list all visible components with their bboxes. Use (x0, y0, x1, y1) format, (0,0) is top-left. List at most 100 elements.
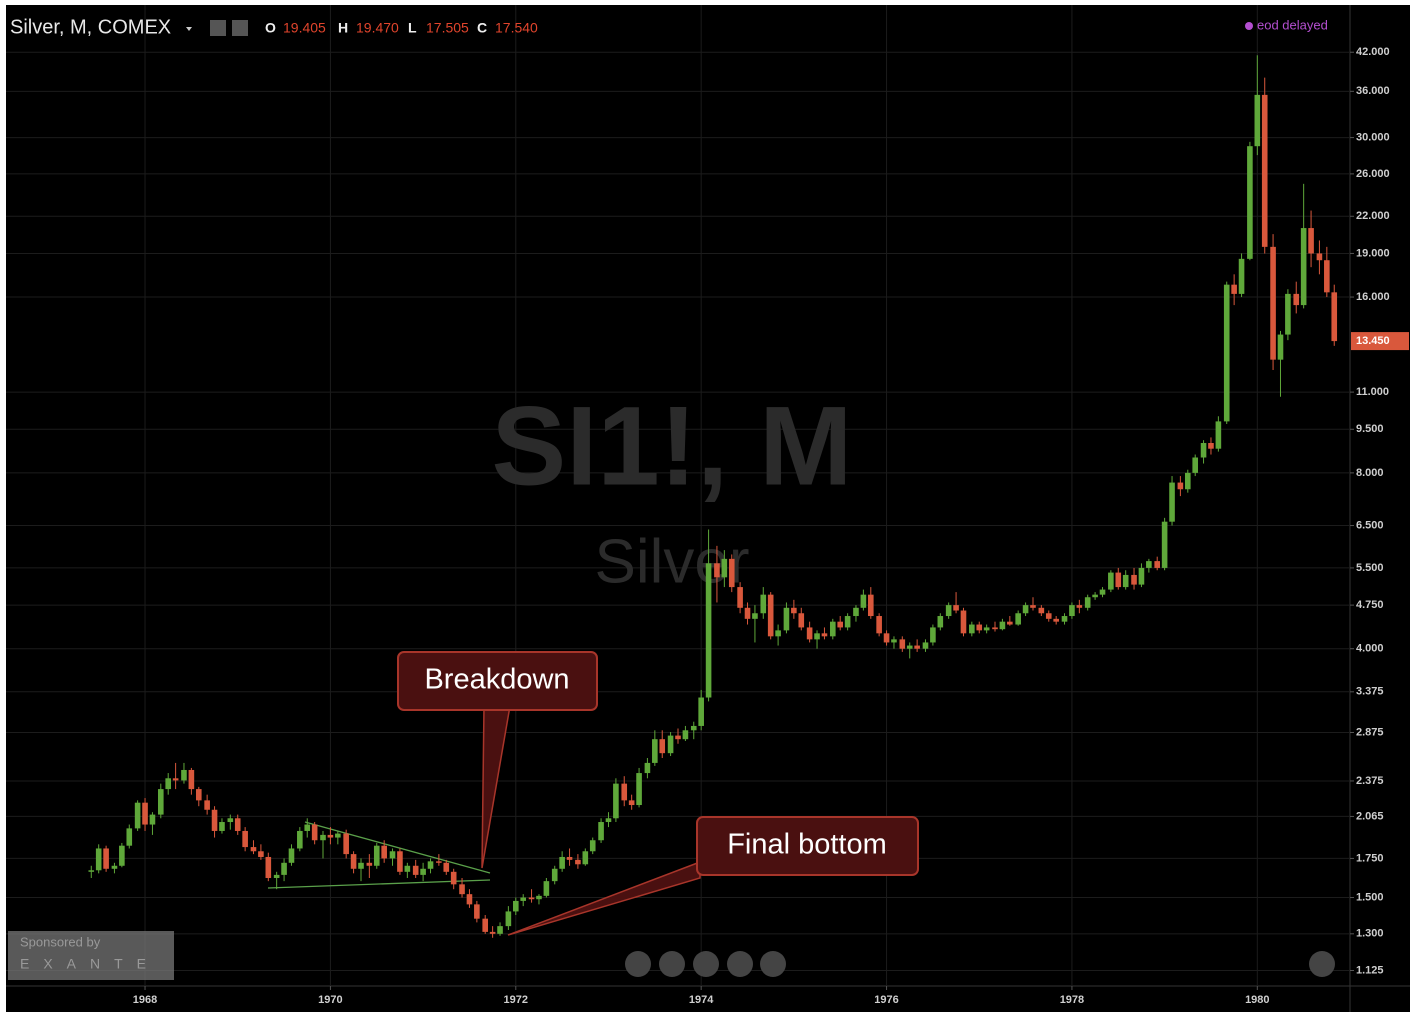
candle-body (505, 911, 512, 927)
x-tick-label: 1970 (318, 994, 342, 1006)
trendline (304, 821, 491, 874)
ohlc-key: L (408, 20, 417, 36)
candle-body (474, 904, 480, 919)
candle-body (960, 610, 967, 634)
nav-button[interactable] (659, 951, 685, 977)
candle-body (1324, 260, 1330, 293)
nav-button[interactable] (1309, 951, 1335, 977)
candle-body (1254, 94, 1261, 147)
candle-body (992, 627, 998, 630)
x-tick-label: 1976 (874, 994, 898, 1006)
candle-body (659, 739, 666, 754)
candle-body (482, 918, 489, 932)
sponsor-text: Sponsored by (20, 934, 101, 949)
candle-body (343, 833, 349, 855)
last-price-box (1351, 332, 1409, 351)
candle-body (165, 778, 172, 790)
candle-body (644, 762, 651, 774)
candle-body (652, 739, 658, 763)
candle-body (737, 587, 743, 608)
candle-body (304, 824, 311, 831)
candle-body (876, 616, 882, 634)
nav-button[interactable] (625, 951, 651, 977)
candle-body (1316, 253, 1323, 261)
candle-body (1045, 613, 1052, 619)
candle-body (297, 830, 303, 849)
candle-body (459, 884, 465, 895)
y-tick-label: 26.000 (1356, 168, 1390, 180)
grid (6, 5, 1350, 986)
dropdown-arrow[interactable] (186, 27, 192, 31)
candle-body (1015, 613, 1021, 625)
header: Silver, M, COMEX O 19.405 H 19.470 L 17.505 C 1… (10, 16, 1328, 38)
candle-body (126, 828, 133, 846)
candle-body (195, 789, 202, 801)
symbol-title[interactable]: Silver, M, COMEX (10, 16, 171, 38)
candles (88, 55, 1338, 938)
candle-body (149, 814, 156, 825)
candle-body (575, 859, 581, 865)
candle-body (837, 621, 844, 628)
candle-body (258, 851, 264, 857)
candle-body (783, 607, 790, 631)
y-tick-label: 42.000 (1356, 46, 1390, 58)
y-tick-label: 36.000 (1356, 85, 1390, 97)
candle-body (373, 845, 380, 866)
candle-body (613, 783, 619, 819)
candle-body (311, 824, 318, 841)
x-tick-label: 1978 (1060, 994, 1084, 1006)
candle-body (821, 633, 828, 637)
candle-body (389, 851, 396, 859)
candle-body (844, 616, 851, 628)
candle-body (721, 558, 728, 578)
candle-body (1038, 607, 1045, 614)
nav-button[interactable] (727, 951, 753, 977)
candle-body (953, 605, 959, 611)
y-tick-label: 1.500 (1356, 891, 1384, 903)
nav-button[interactable] (760, 951, 786, 977)
callout: Breakdown (397, 651, 598, 869)
candle-body (914, 645, 920, 649)
candle-body (1161, 521, 1168, 568)
header-icon[interactable] (232, 20, 248, 36)
candle-body (829, 621, 836, 637)
status: eod delayed (1257, 17, 1328, 32)
candle-body (450, 871, 457, 885)
candle-body (1169, 482, 1175, 522)
y-tick-label: 2.065 (1356, 810, 1384, 822)
x-tick-label: 1974 (689, 994, 714, 1006)
candle-body (1247, 146, 1253, 259)
ohlc-key: C (477, 20, 487, 36)
candle-body (489, 931, 496, 934)
y-tick-label: 3.375 (1356, 686, 1384, 698)
y-tick-label: 5.500 (1356, 562, 1384, 574)
sponsor-box[interactable] (8, 931, 174, 980)
callout-box (696, 816, 919, 876)
candle-body (211, 809, 218, 831)
candle-body (775, 630, 781, 637)
navigation (625, 951, 1335, 977)
candle-body (682, 730, 689, 740)
candle-body (1215, 421, 1222, 449)
candle-body (891, 639, 897, 643)
candle-body (628, 800, 635, 806)
candle-body (930, 627, 936, 643)
candle-body (358, 862, 364, 869)
candle-body (636, 773, 642, 806)
candle-body (88, 870, 95, 872)
candle-body (1300, 228, 1307, 306)
candle-body (1122, 574, 1129, 588)
candle-body (621, 783, 628, 801)
candle-body (273, 874, 280, 878)
candle-body (412, 865, 419, 875)
candle-body (1200, 442, 1207, 458)
candle-body (1069, 605, 1075, 617)
candle-body (242, 830, 248, 848)
watermark: SI1!, M (492, 384, 853, 509)
header-icon[interactable] (210, 20, 226, 36)
candle-body (1192, 457, 1199, 473)
ohlc-value: 17.505 (426, 20, 469, 36)
nav-button[interactable] (693, 951, 719, 977)
candle-body (288, 848, 295, 863)
